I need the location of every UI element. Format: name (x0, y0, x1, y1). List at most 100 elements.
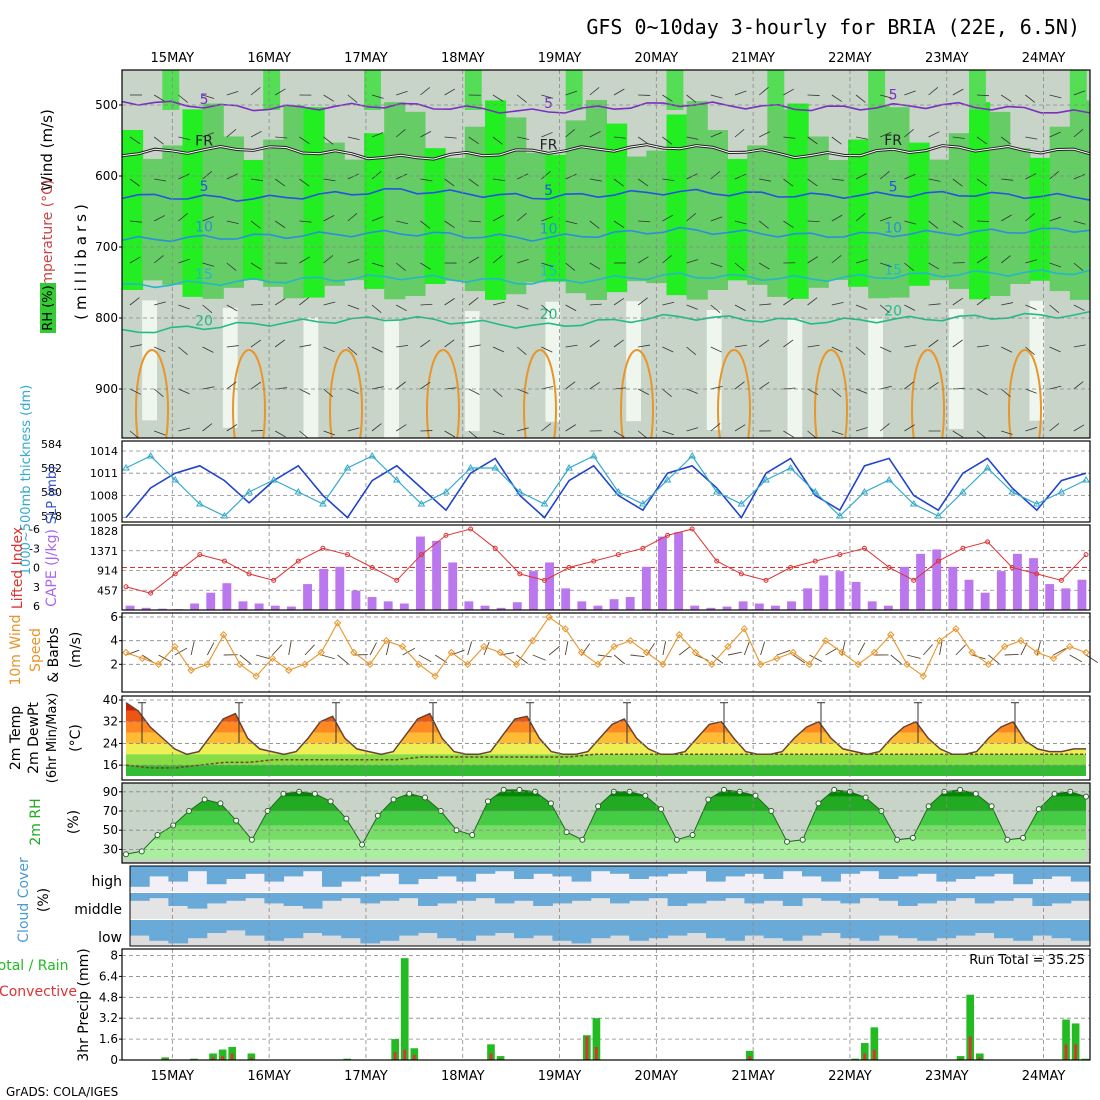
cape-bar (835, 571, 845, 610)
cloud-low-bar (130, 920, 150, 936)
warm-contour (620, 349, 654, 438)
contour-label: 15 (540, 263, 558, 279)
slp-frame (121, 440, 1091, 523)
wind-barb (153, 94, 165, 102)
cloud-high-bar (610, 866, 630, 874)
wind10m-speed-point (642, 648, 651, 657)
cape-bar (738, 601, 748, 610)
precip-convective-bar (211, 1057, 215, 1060)
wind-barb (904, 304, 916, 311)
wind10m-speed-point (561, 625, 570, 633)
wind-barb (347, 258, 360, 264)
cloud-low-bar (629, 920, 649, 941)
wind-barb (323, 94, 335, 102)
rh2m-point (248, 836, 255, 843)
wind10m-barb (272, 644, 283, 656)
wind-barb (396, 220, 408, 225)
wind-barb (928, 178, 941, 182)
wind-barb (202, 94, 215, 99)
cloud-low-bar (744, 920, 765, 936)
wind-barb (274, 339, 286, 348)
wind-barb (565, 304, 577, 312)
rh2m-point (673, 836, 680, 843)
wind10m-speed-point (1033, 648, 1041, 657)
wind-barb (1025, 388, 1037, 394)
wind-barb (129, 220, 142, 223)
cape-bar (916, 553, 926, 610)
wind10m-barb (727, 651, 742, 656)
wind-barb (178, 213, 188, 222)
cloud-low-bar (955, 920, 976, 936)
cloud-low-bar (264, 920, 285, 941)
cloud-middle-bar (475, 893, 496, 899)
temp-axis-labels: 2m Temp 2m DewPt (6hr Min/Max) (°C) (8, 693, 84, 783)
wind-barb (226, 424, 238, 432)
wind-barb (1025, 213, 1035, 222)
wind-barb (1001, 178, 1014, 181)
rh-shade (222, 136, 244, 288)
wind-barb (250, 130, 262, 138)
wind-barb (589, 303, 602, 306)
temp-band (126, 743, 1086, 755)
y-tick-label: 32 (103, 715, 118, 729)
wind-barb (347, 136, 360, 141)
cloud-high-bar (283, 866, 304, 877)
rh2m-point (327, 798, 334, 805)
precip-total-bar (851, 1058, 860, 1060)
cloud-high-bar (955, 866, 976, 879)
wind-barb (637, 256, 649, 264)
wind-barb (952, 136, 965, 139)
rh2m-point (909, 834, 916, 841)
contour-label: FR (540, 137, 558, 153)
cloud-low-bar (898, 920, 918, 939)
cape-tick-label: 914 (97, 565, 118, 578)
cape-tick-label: 1371 (90, 545, 118, 558)
cape-bar (641, 566, 651, 610)
contour-label: 15 (195, 267, 213, 283)
wind10m-barb (630, 654, 645, 658)
wind-barb (565, 90, 578, 96)
wind10m-barb (792, 654, 805, 664)
cloud-high-bar (859, 866, 880, 872)
wind-barb (395, 424, 407, 432)
contour-label: 5 (889, 88, 898, 104)
temperature-contour-10 (122, 226, 1090, 243)
cape-bar (125, 605, 135, 610)
thickness-point (835, 512, 844, 519)
rh-upper-shade (767, 70, 785, 110)
wind-barb (154, 430, 166, 436)
cloud-low-bar (418, 920, 438, 933)
wind-barb (783, 430, 794, 438)
ylabel-convective: Convective (0, 984, 77, 1000)
rh-upper-shade (464, 70, 482, 110)
wind-barb (541, 94, 554, 99)
cape-bar (157, 608, 167, 610)
cloud-low-bar (552, 920, 573, 941)
rh-dry-shade (868, 318, 883, 438)
wind-barb (807, 178, 818, 187)
wind-barb (347, 427, 360, 432)
cloud-high-bar (1051, 866, 1072, 877)
thickness-point (1008, 488, 1017, 495)
wind10m-speed-point (431, 672, 439, 680)
lifted-index-line (125, 528, 1087, 594)
cape-bar (222, 583, 232, 610)
contour-label: 20 (540, 307, 558, 323)
wind10m-speed-point (138, 654, 146, 663)
lifted-index-point (492, 545, 498, 551)
rh-upper-shade (364, 70, 381, 110)
wind-barb (299, 344, 312, 348)
lifted-index-point (788, 565, 794, 570)
thickness-tick-label: 584 (41, 438, 62, 451)
cape-axis-labels: Lifted Index CAPE (J/kg) (10, 527, 60, 609)
cloud-low-bar (206, 920, 227, 933)
precip-total-bar (870, 1027, 879, 1060)
precip-convective-bar (748, 1056, 752, 1060)
cloud-high-bar (667, 866, 688, 874)
rh-dry-shade (626, 301, 641, 422)
wind-barb (323, 255, 334, 264)
wind10m-speed-point (463, 660, 472, 669)
wind10m-barb (906, 654, 921, 659)
wind10m-speed-point (968, 648, 976, 657)
contour-label: 5 (200, 179, 209, 195)
